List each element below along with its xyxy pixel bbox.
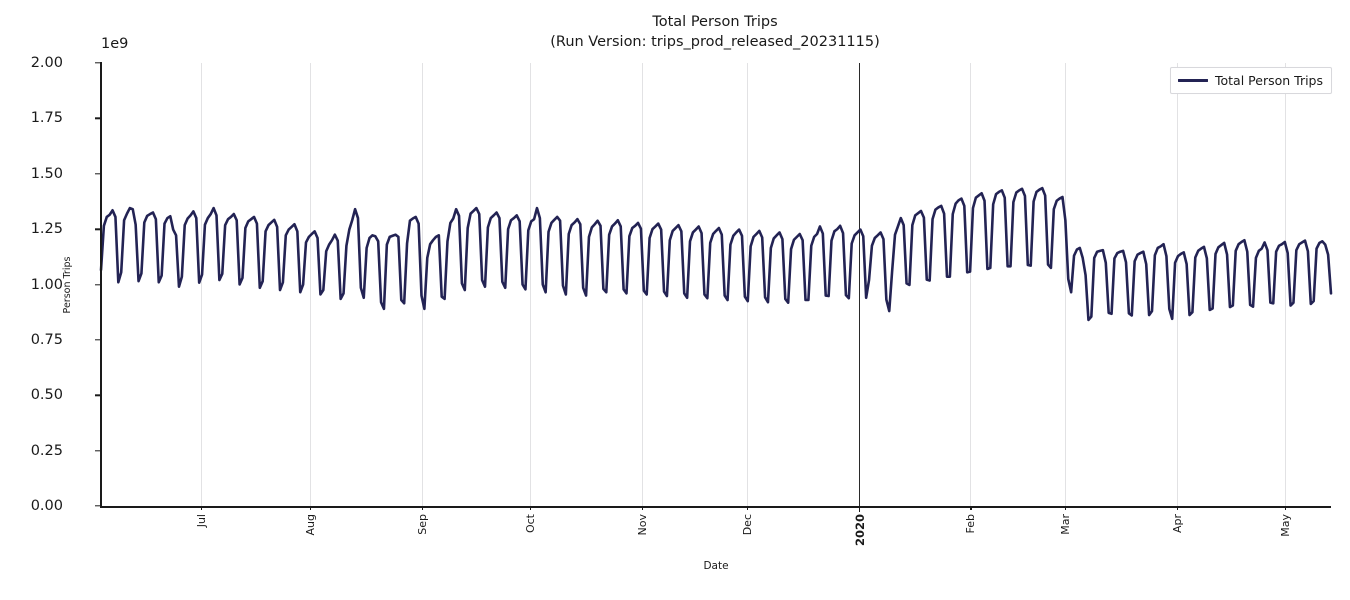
gridline: [201, 63, 203, 506]
chart-legend[interactable]: Total Person Trips: [1170, 67, 1333, 94]
x-tick-mark: [201, 506, 203, 510]
legend-line-swatch: [1178, 78, 1208, 83]
x-tick-label: Jul: [195, 514, 209, 528]
x-tick-label: Aug: [303, 514, 317, 536]
y-tick-label: 1.00: [30, 276, 63, 293]
x-tick-label: Apr: [1170, 514, 1184, 534]
y-tick-label: 1.25: [30, 221, 63, 238]
y-tick-label: 0.25: [30, 442, 63, 459]
x-tick-label: Nov: [635, 514, 649, 536]
y-tick-mark: [95, 505, 101, 507]
y-tick-label: 2.00: [30, 55, 63, 71]
x-tick-mark: [421, 506, 423, 510]
gridline: [970, 63, 972, 506]
y-tick-label: 0.75: [30, 331, 63, 348]
y-tick-label: 1.75: [30, 110, 63, 127]
x-tick-mark: [1065, 506, 1067, 510]
x-tick-label: 2020: [852, 514, 867, 547]
gridline: [1285, 63, 1287, 506]
x-tick-label: Oct: [524, 514, 538, 534]
legend-label: Total Person Trips: [1215, 73, 1324, 88]
x-tick-mark: [309, 506, 311, 510]
y-axis-label: Person Trips: [61, 256, 73, 313]
x-axis-spine: [100, 506, 1331, 508]
y-tick-mark: [95, 228, 101, 230]
y-tick-mark: [95, 339, 101, 341]
y-tick-label: 0.50: [30, 387, 63, 404]
x-tick-mark: [530, 506, 532, 510]
x-tick-mark: [1176, 506, 1179, 510]
x-tick-mark: [641, 506, 644, 510]
x-tick-mark: [746, 506, 748, 510]
gridline: [746, 63, 748, 506]
y-tick-mark: [95, 62, 101, 64]
y-tick-mark: [95, 173, 101, 175]
gridline: [1065, 63, 1067, 506]
x-tick-mark: [1285, 506, 1287, 510]
x-tick-label: Dec: [740, 514, 754, 536]
x-tick-mark: [970, 506, 972, 510]
y-axis-offset-text: 1e9: [101, 36, 129, 52]
gridline: [530, 63, 532, 506]
x-axis-label: Date: [703, 560, 729, 572]
x-tick-mark: [858, 506, 860, 512]
x-tick-label: Feb: [964, 514, 978, 534]
chart-title-subtitle: (Run Version: trips_prod_released_202311…: [550, 34, 880, 50]
y-tick-mark: [95, 117, 101, 120]
x-tick-label: May: [1279, 514, 1293, 537]
series-line-total-person-trips: [99, 186, 1333, 322]
plot-area: 0.00 0.25 0.50 0.75 1.00 1.25 1.50 1.75 2.00 Jul…: [31, 55, 1333, 572]
x-tick-label: Sep: [415, 514, 429, 535]
y-tick-label: 1.50: [30, 165, 63, 182]
y-tick-label: 0.00: [30, 498, 63, 514]
chart-title: Total Person Trips (Run Version: trips_p…: [100, 12, 1330, 52]
x-tick-label: Mar: [1059, 514, 1073, 535]
gridline: [309, 63, 311, 506]
series-canvas: [99, 186, 1333, 322]
year-divider-line: [858, 63, 860, 506]
gridline: [1176, 63, 1178, 506]
y-tick-mark: [95, 394, 101, 396]
y-tick-mark: [95, 449, 101, 452]
y-tick-mark: [95, 283, 101, 286]
chart-title-line1: Total Person Trips: [652, 14, 778, 30]
